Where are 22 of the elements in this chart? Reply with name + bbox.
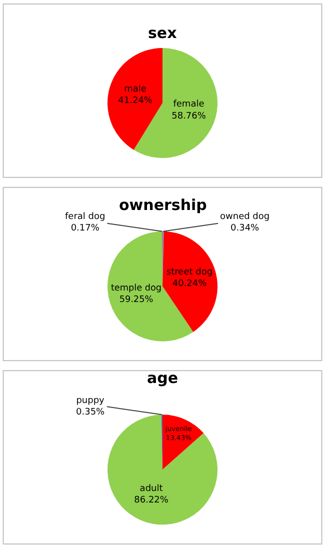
slice-label: owned dog	[220, 212, 270, 222]
data-label: 0.34%	[230, 224, 260, 234]
slice-label: puppy	[76, 396, 106, 406]
chart-title: sex	[148, 24, 178, 42]
data-label: 86.22%	[134, 496, 169, 506]
data-label: 0.35%	[76, 408, 106, 418]
pie-slice	[108, 414, 218, 525]
slice-label: temple dog	[110, 284, 162, 294]
slice-label: female	[173, 100, 205, 110]
pie-slice	[162, 231, 218, 332]
data-label: 40.24%	[172, 279, 208, 290]
chart-title: ownership	[119, 196, 208, 214]
data-label: 41.24%	[118, 96, 153, 106]
slice-label: street dog	[166, 268, 213, 278]
data-label: 58.76%	[172, 111, 206, 122]
slice-label: adult	[140, 484, 164, 494]
data-label: 0.17%	[70, 224, 100, 234]
chart-title: age	[147, 369, 178, 387]
data-label: 59.25%	[119, 295, 154, 306]
slice-label: feral dog	[65, 212, 106, 222]
slice-label: male	[124, 84, 147, 95]
pie-slice	[108, 48, 162, 150]
